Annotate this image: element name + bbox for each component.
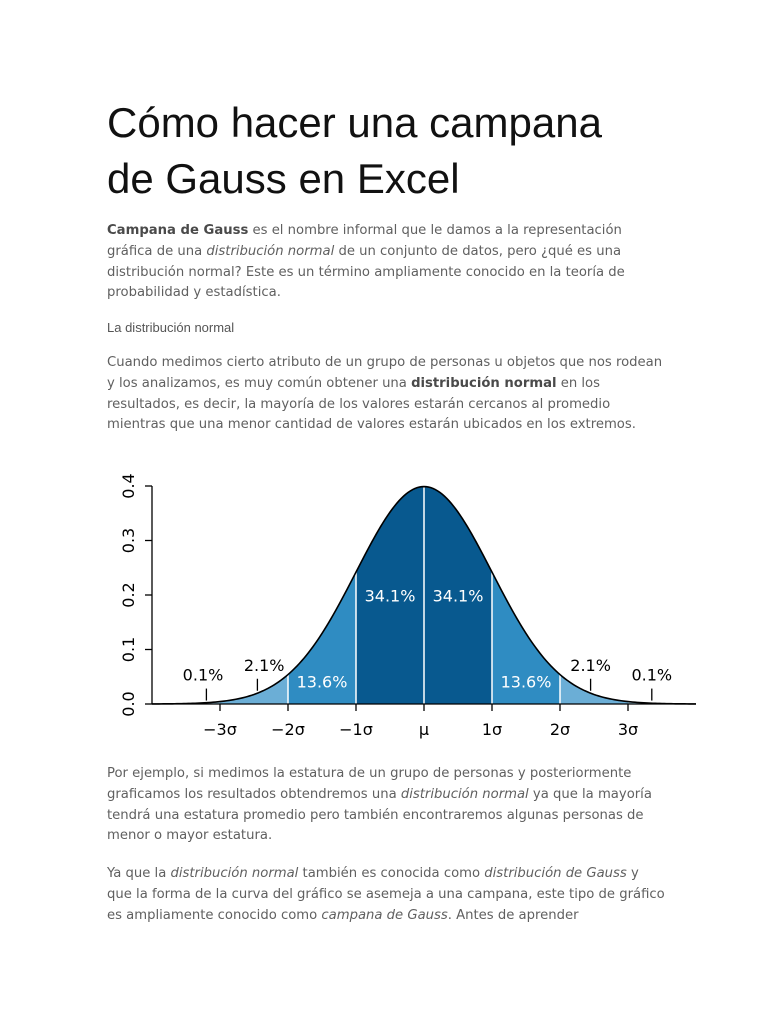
p1-run: es el nombre informal que le damos a la … <box>107 223 622 259</box>
p4-run: . Antes de aprender <box>447 907 579 923</box>
y-tick-label: 0.2 <box>119 582 138 607</box>
page-title: Cómo hacer una campana de Gauss en Excel <box>107 95 667 207</box>
title-line-2: de Gauss en Excel <box>107 155 460 202</box>
x-tick-label: −3σ <box>203 720 237 739</box>
p4-run: y que la forma de la curva del gráfico s… <box>107 866 665 923</box>
p4-run: Ya que la <box>107 866 171 881</box>
percent-label: 2.1% <box>244 656 285 675</box>
intro-paragraph: Campana de Gauss es el nombre informal q… <box>107 221 667 304</box>
y-tick-label: 0.0 <box>119 691 138 716</box>
x-tick-label: 1σ <box>482 720 502 739</box>
y-tick-label: 0.3 <box>119 528 138 553</box>
section-subheading: La distribución normal <box>107 320 235 335</box>
x-tick-label: 3σ <box>618 720 638 739</box>
y-tick-label: 0.1 <box>119 637 138 662</box>
normal-distribution-chart: 0.0 0.1 0.2 0.3 0.4 −3σ −2σ −1σ μ 1σ 2σ 3σ 34.1% 34.1… <box>119 473 697 739</box>
p3-run: distribución normal <box>400 786 529 802</box>
x-tick-label: −1σ <box>339 720 373 739</box>
y-tick-label: 0.4 <box>119 473 138 498</box>
example-paragraph: Por ejemplo, si medimos la estatura de u… <box>107 764 667 847</box>
normal-distribution-paragraph: Cuando medimos cierto atributo de un gru… <box>107 353 667 436</box>
p2-run: distribución normal <box>411 375 557 391</box>
percent-label: 34.1% <box>365 587 416 606</box>
percent-label: 34.1% <box>433 587 484 606</box>
gauss-bell-paragraph: Ya que la distribución normal también es… <box>107 864 667 926</box>
percent-label: 2.1% <box>570 656 611 675</box>
percent-label: 0.1% <box>631 666 672 685</box>
title-line-1: Cómo hacer una campana <box>107 99 602 146</box>
p4-run: distribución de Gauss <box>484 866 627 881</box>
p4-run: campana de Gauss <box>321 907 448 923</box>
p1-run: Campana de Gauss <box>107 223 249 238</box>
p2-run: en los resultados, es decir, la mayoría … <box>107 375 636 433</box>
percent-label: 13.6% <box>501 673 552 692</box>
percent-label: 0.1% <box>183 666 224 685</box>
x-tick-label: μ <box>419 720 429 739</box>
p1-run: de un conjunto de datos, pero ¿qué es un… <box>107 243 625 301</box>
p3-run: ya que la mayoría tendrá una estatura pr… <box>107 786 652 844</box>
x-tick-label: 2σ <box>550 720 570 739</box>
bell-curve <box>151 485 697 705</box>
p1-run: distribución normal <box>206 243 335 259</box>
p2-run: Cuando medimos cierto atributo de un gru… <box>107 355 663 391</box>
p3-run: Por ejemplo, si medimos la estatura de u… <box>107 766 632 802</box>
p4-run: también es conocida como <box>298 866 485 881</box>
x-tick-label: −2σ <box>271 720 305 739</box>
percent-label: 13.6% <box>297 673 348 692</box>
area-region <box>560 674 628 704</box>
area-region <box>220 674 288 704</box>
p4-run: distribución normal <box>170 866 299 881</box>
